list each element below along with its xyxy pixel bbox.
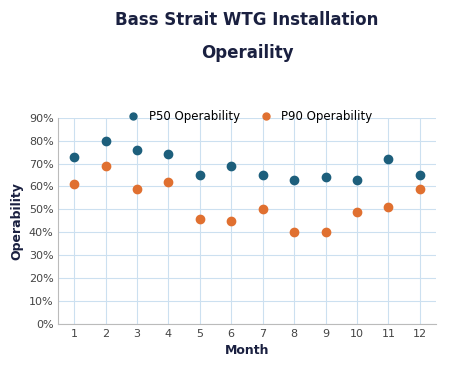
Point: [228, 218, 235, 224]
X-axis label: Month: Month: [224, 344, 269, 357]
Point: [228, 163, 235, 169]
Point: [353, 209, 361, 215]
Point: [102, 163, 109, 169]
Point: [259, 206, 266, 212]
Point: [291, 177, 298, 183]
Point: [133, 186, 141, 192]
Point: [196, 216, 203, 222]
Point: [322, 174, 329, 180]
Point: [196, 172, 203, 178]
Text: Operaility: Operaility: [201, 44, 293, 62]
Point: [165, 179, 172, 185]
Point: [416, 186, 423, 192]
Point: [259, 172, 266, 178]
Legend: P50 Operability, P90 Operability: P50 Operability, P90 Operability: [117, 105, 377, 128]
Point: [70, 181, 78, 187]
Point: [70, 154, 78, 160]
Point: [102, 138, 109, 144]
Y-axis label: Operability: Operability: [10, 182, 23, 260]
Point: [385, 156, 392, 162]
Point: [291, 229, 298, 235]
Point: [353, 177, 361, 183]
Point: [133, 147, 141, 153]
Text: Bass Strait WTG Installation: Bass Strait WTG Installation: [115, 11, 379, 29]
Point: [416, 172, 423, 178]
Point: [165, 152, 172, 158]
Point: [385, 204, 392, 210]
Point: [322, 229, 329, 235]
